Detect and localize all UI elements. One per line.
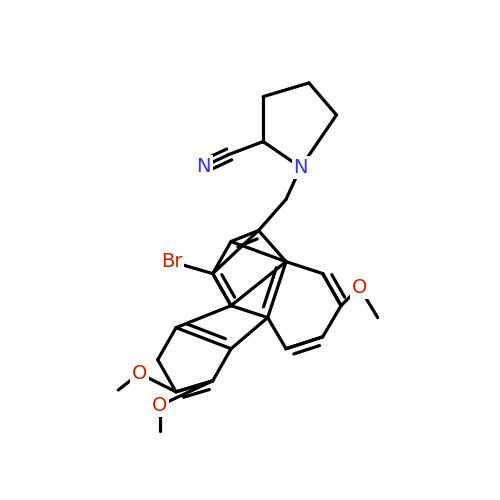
Text: O: O [132, 364, 147, 383]
Text: O: O [352, 278, 367, 297]
Text: O: O [152, 396, 167, 415]
Text: N: N [196, 157, 211, 176]
Text: N: N [294, 158, 308, 177]
Text: Br: Br [160, 252, 182, 271]
